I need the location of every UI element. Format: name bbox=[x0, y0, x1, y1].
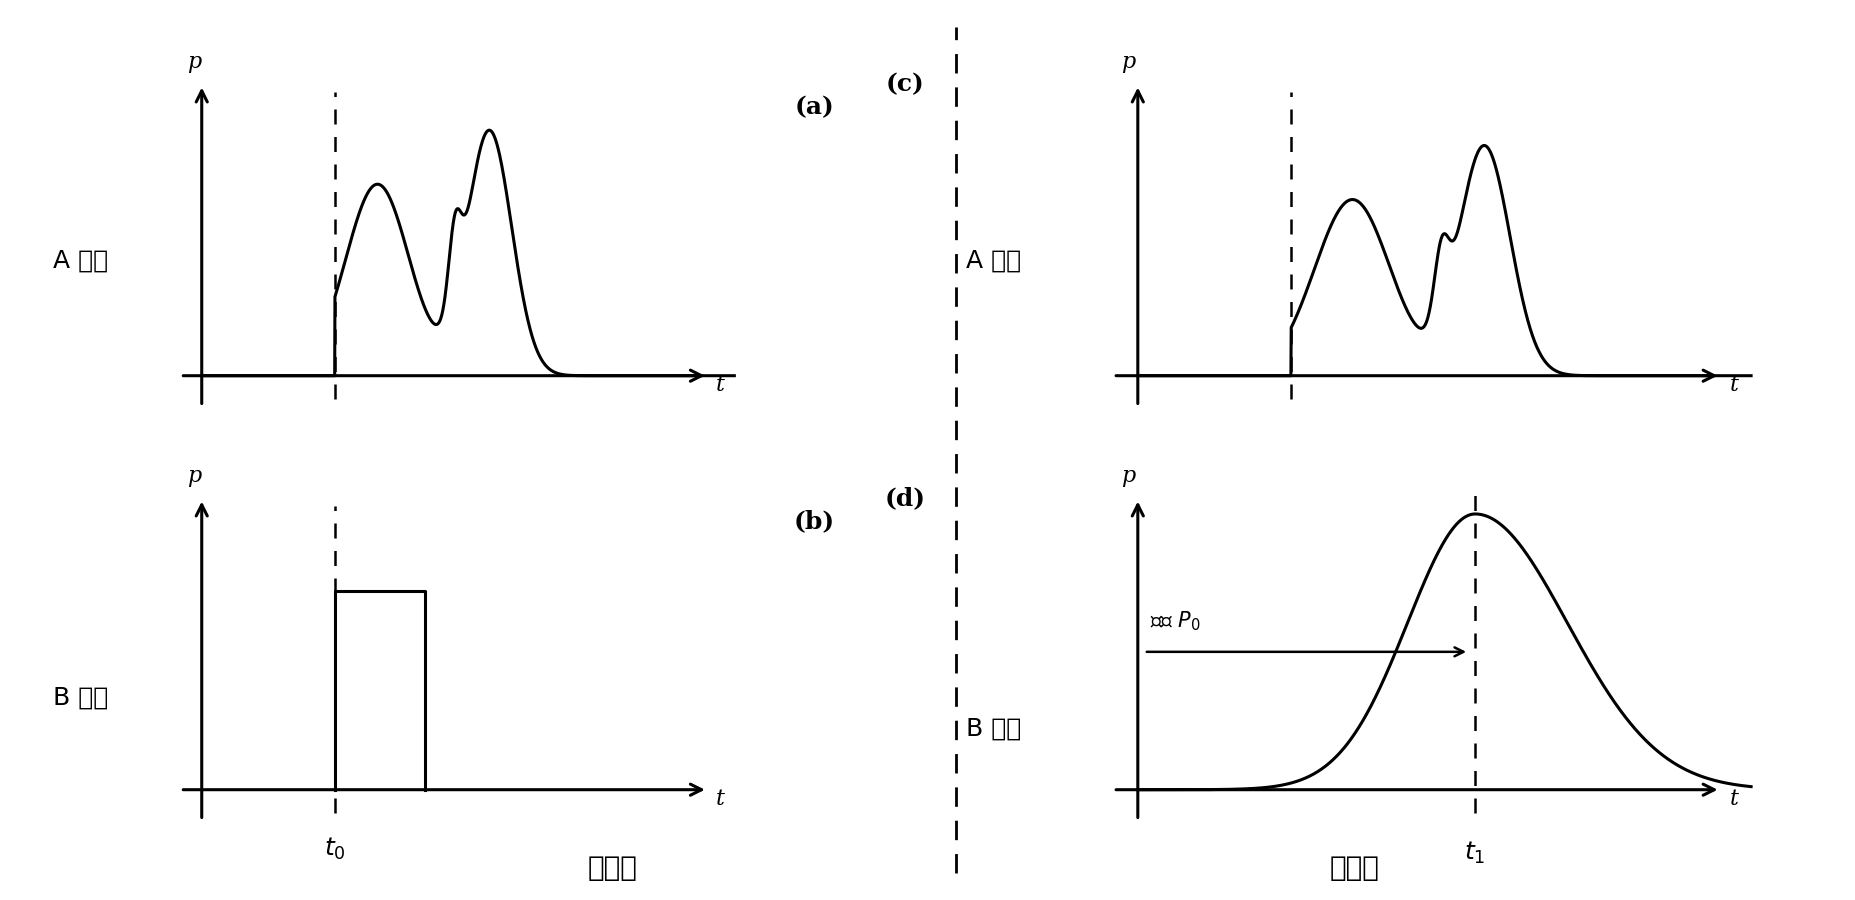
Text: (b): (b) bbox=[794, 509, 835, 534]
Text: t: t bbox=[1729, 788, 1738, 810]
Text: (a): (a) bbox=[794, 95, 833, 120]
Text: 阈值 $P_0$: 阈值 $P_0$ bbox=[1150, 609, 1200, 633]
Text: t: t bbox=[1729, 374, 1738, 396]
Text: A 分支: A 分支 bbox=[52, 248, 108, 273]
Text: $t_1$: $t_1$ bbox=[1464, 840, 1486, 866]
Text: A 分支: A 分支 bbox=[966, 248, 1020, 273]
Text: (d): (d) bbox=[883, 487, 926, 510]
Text: p: p bbox=[187, 465, 200, 487]
Text: t: t bbox=[716, 788, 723, 810]
Text: $t_0$: $t_0$ bbox=[325, 836, 345, 862]
Text: 接收端: 接收端 bbox=[1330, 854, 1378, 882]
Text: (c): (c) bbox=[885, 73, 924, 96]
Text: B 分支: B 分支 bbox=[52, 686, 108, 710]
Text: t: t bbox=[716, 374, 723, 396]
Text: B 分支: B 分支 bbox=[966, 716, 1020, 741]
Text: 发射端: 发射端 bbox=[588, 854, 636, 882]
Text: p: p bbox=[187, 51, 200, 73]
Text: p: p bbox=[1120, 465, 1135, 487]
Text: p: p bbox=[1120, 51, 1135, 73]
